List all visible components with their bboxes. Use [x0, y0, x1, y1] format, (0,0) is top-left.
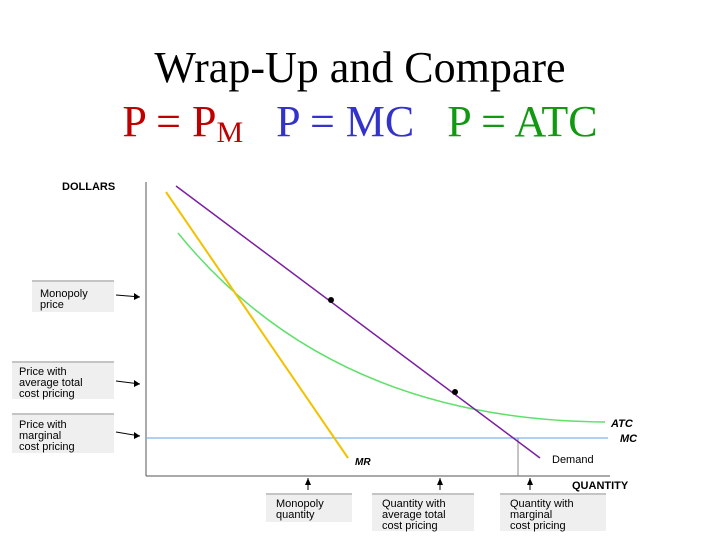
svg-text:average total: average total [19, 377, 83, 389]
title-mc-price: P = MC [276, 97, 415, 146]
svg-text:average total: average total [382, 509, 446, 521]
atc-price-box: Price with average total cost pricing [12, 361, 141, 400]
monopoly-quantity-box: Monopoly quantity [266, 478, 352, 522]
slide-subtitle: P = PM P = MC P = ATC [0, 94, 720, 155]
y-axis-label: DOLLARS [62, 181, 115, 193]
svg-text:cost pricing: cost pricing [382, 520, 438, 532]
title-atc-price: P = ATC [447, 97, 598, 146]
demand-label: Demand [552, 454, 594, 466]
mc-label: MC [620, 433, 638, 445]
monopoly-price-box: Monopoly price [32, 280, 141, 312]
slide-title: Wrap-Up and Compare [154, 43, 566, 92]
atc-label: ATC [610, 418, 634, 430]
title-monopoly-price: P = PM [122, 97, 244, 149]
svg-text:cost pricing: cost pricing [19, 441, 75, 453]
svg-text:Price with: Price with [19, 419, 67, 431]
svg-text:Monopoly: Monopoly [40, 288, 88, 300]
monopoly-point [328, 297, 334, 303]
mc-price-box: Price with marginal cost pricing [12, 413, 141, 453]
svg-text:marginal: marginal [19, 430, 61, 442]
svg-text:Quantity with: Quantity with [510, 498, 574, 510]
atc-quantity-box: Quantity with average total cost pricing [372, 478, 474, 532]
x-axis-label: QUANTITY [572, 480, 629, 492]
svg-text:cost pricing: cost pricing [19, 388, 75, 400]
svg-text:cost pricing: cost pricing [510, 520, 566, 532]
atc-curve [177, 232, 606, 423]
svg-text:Price with: Price with [19, 366, 67, 378]
svg-text:Monopoly: Monopoly [276, 498, 324, 510]
atc-pricing-point [452, 389, 458, 395]
demand-curve [175, 185, 541, 459]
mr-label: MR [355, 457, 371, 468]
mr-curve [165, 191, 349, 459]
mc-quantity-box: Quantity with marginal cost pricing [500, 478, 606, 532]
svg-text:quantity: quantity [276, 509, 315, 521]
svg-text:marginal: marginal [510, 509, 552, 521]
svg-text:price: price [40, 299, 64, 311]
svg-text:Quantity with: Quantity with [382, 498, 446, 510]
